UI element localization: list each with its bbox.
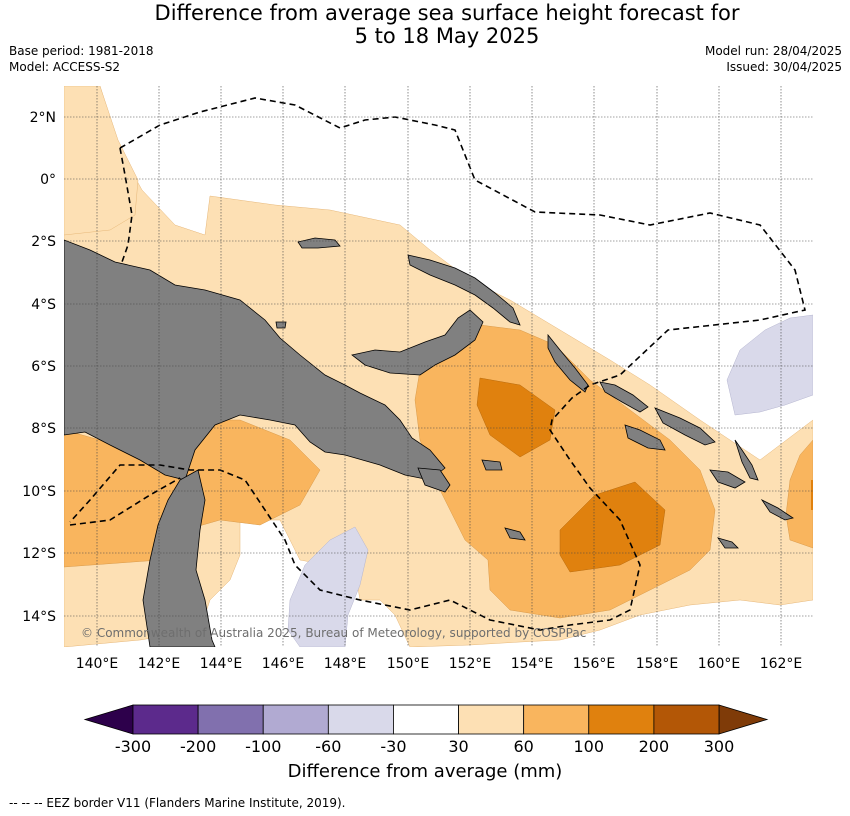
colorbar-tick-label: -30 [380, 737, 406, 756]
land-island-2 [504, 527, 526, 541]
issued-date: Issued: 30/04/2025 [726, 60, 842, 74]
colorbar-segment [132, 704, 199, 735]
lat-tick: 0° [40, 172, 56, 188]
meta-right: Model run: 28/04/2025 Issued: 30/04/2025 [705, 43, 842, 75]
lon-tick: 142°E [138, 656, 181, 672]
lon-tick: 146°E [262, 656, 305, 672]
lon-tick: 162°E [760, 656, 803, 672]
lat-tick: 6°S [31, 359, 56, 375]
colorbar-label: Difference from average (mm) [287, 761, 563, 782]
anomaly-negative-east [726, 314, 813, 416]
colorbar-segment [523, 704, 590, 735]
title-line-2: 5 to 18 May 2025 [354, 24, 540, 48]
base-period: Base period: 1981-2018 [9, 44, 154, 58]
colorbar-under-arrow [83, 704, 134, 735]
lat-tick: 2°S [31, 234, 56, 250]
land-australia [142, 469, 216, 647]
colorbar-over-arrow [718, 704, 769, 735]
eez-border-north [69, 97, 806, 631]
model-run: Model run: 28/04/2025 [704, 44, 842, 58]
colorbar-segment [653, 704, 720, 735]
land-guadalcanal [624, 424, 666, 451]
anomaly-100-200-north [476, 377, 556, 458]
lon-tick: 148°E [324, 656, 367, 672]
copyright-text: © Commonwealth of Australia 2025, Bureau… [81, 626, 586, 640]
latitude-ticks: 2°N 0° 2°S 4°S 6°S 8°S 10°S 12°S 14°S [22, 110, 56, 625]
eez-border-australia [69, 477, 181, 526]
colorbar-tick-label: 300 [704, 737, 735, 756]
eez-border-west [119, 147, 133, 263]
colorbar-segment [393, 704, 459, 735]
lon-tick: 152°E [449, 656, 492, 672]
land-vanuatu-north [760, 498, 794, 521]
map-area: © Commonwealth of Australia 2025, Bureau… [64, 86, 813, 647]
lon-tick: 144°E [200, 656, 243, 672]
chart-title: Difference from average sea surface heig… [0, 2, 850, 48]
colorbar-tick-label: 100 [574, 737, 605, 756]
colorbar-tick-label: -300 [115, 737, 151, 756]
lon-tick: 156°E [573, 656, 616, 672]
longitude-ticks: 140°E 142°E 144°E 146°E 148°E 150°E 152°… [76, 656, 803, 672]
lon-tick: 160°E [698, 656, 741, 672]
anomaly-100-200-south [559, 481, 666, 573]
lon-tick: 140°E [76, 656, 119, 672]
meta-left: Base period: 1981-2018 Model: ACCESS-S2 [9, 43, 154, 75]
colorbar-segment [327, 704, 394, 735]
colorbar-tick-label: -60 [315, 737, 341, 756]
title-line-1: Difference from average sea surface heig… [154, 1, 740, 25]
land-santa-isabel [654, 407, 716, 446]
lat-tick: 2°N [30, 110, 56, 126]
land-manus [297, 237, 341, 249]
colorbar-tick-label: 60 [513, 737, 533, 756]
colorbar-segment [262, 704, 329, 735]
land-island-1 [481, 459, 503, 471]
land-island-4 [717, 537, 739, 549]
land-malaita [734, 439, 759, 481]
land-new-ireland [407, 254, 521, 326]
model-name: Model: ACCESS-S2 [9, 60, 121, 74]
anomaly-100-200-far-east [811, 480, 813, 510]
lon-tick: 150°E [387, 656, 430, 672]
colorbar-tick-label: 30 [448, 737, 468, 756]
lat-tick: 8°S [31, 421, 56, 437]
anomaly-30-60-north [64, 86, 139, 236]
land-bougainville [547, 333, 589, 393]
colorbar-tick-label: -100 [245, 737, 281, 756]
land-choiseul [599, 381, 649, 413]
colorbar-segment [197, 704, 264, 735]
lat-tick: 12°S [22, 546, 56, 562]
gridlines [64, 86, 813, 647]
colorbar-segment [458, 704, 525, 735]
lat-tick: 10°S [22, 484, 56, 500]
colorbar-tick-label: -200 [180, 737, 216, 756]
lat-tick: 14°S [22, 609, 56, 625]
land-dentrecasteaux [417, 467, 451, 493]
lon-tick: 158°E [636, 656, 679, 672]
eez-legend-text: -- -- -- EEZ border V11 (Flanders Marine… [9, 796, 346, 810]
lon-tick: 154°E [511, 656, 554, 672]
land-new-britain [351, 309, 484, 376]
colorbar-segment [588, 704, 655, 735]
land-island-3 [275, 321, 287, 329]
colorbar-tick-label: 200 [639, 737, 670, 756]
lat-tick: 4°S [31, 297, 56, 313]
colorbar: -300 -200 -100 -60 -30 30 60 100 200 300 [83, 704, 769, 756]
anomaly-negative-coral-sea [287, 526, 369, 647]
